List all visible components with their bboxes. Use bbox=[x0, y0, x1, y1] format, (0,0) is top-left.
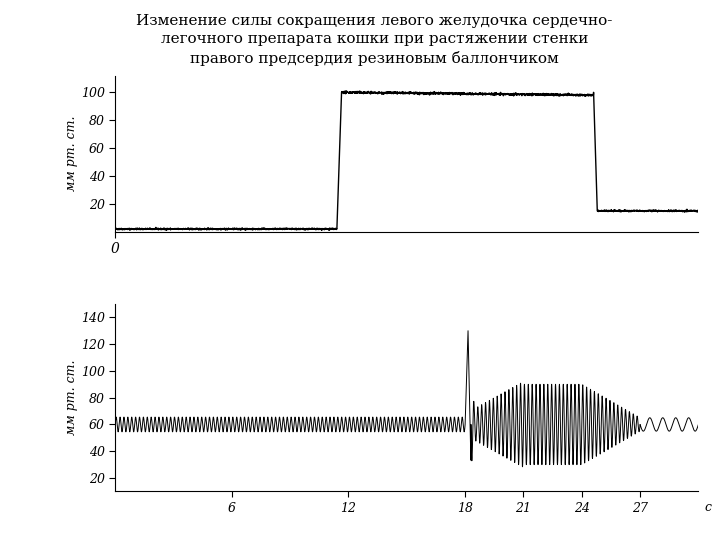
Y-axis label: мм рт. ст.: мм рт. ст. bbox=[65, 360, 78, 435]
Text: Изменение силы сокращения левого желудочка сердечно-
легочного препарата кошки п: Изменение силы сокращения левого желудоч… bbox=[136, 14, 613, 66]
Y-axis label: мм рт. ст.: мм рт. ст. bbox=[65, 116, 78, 192]
Text: с: с bbox=[704, 501, 711, 514]
